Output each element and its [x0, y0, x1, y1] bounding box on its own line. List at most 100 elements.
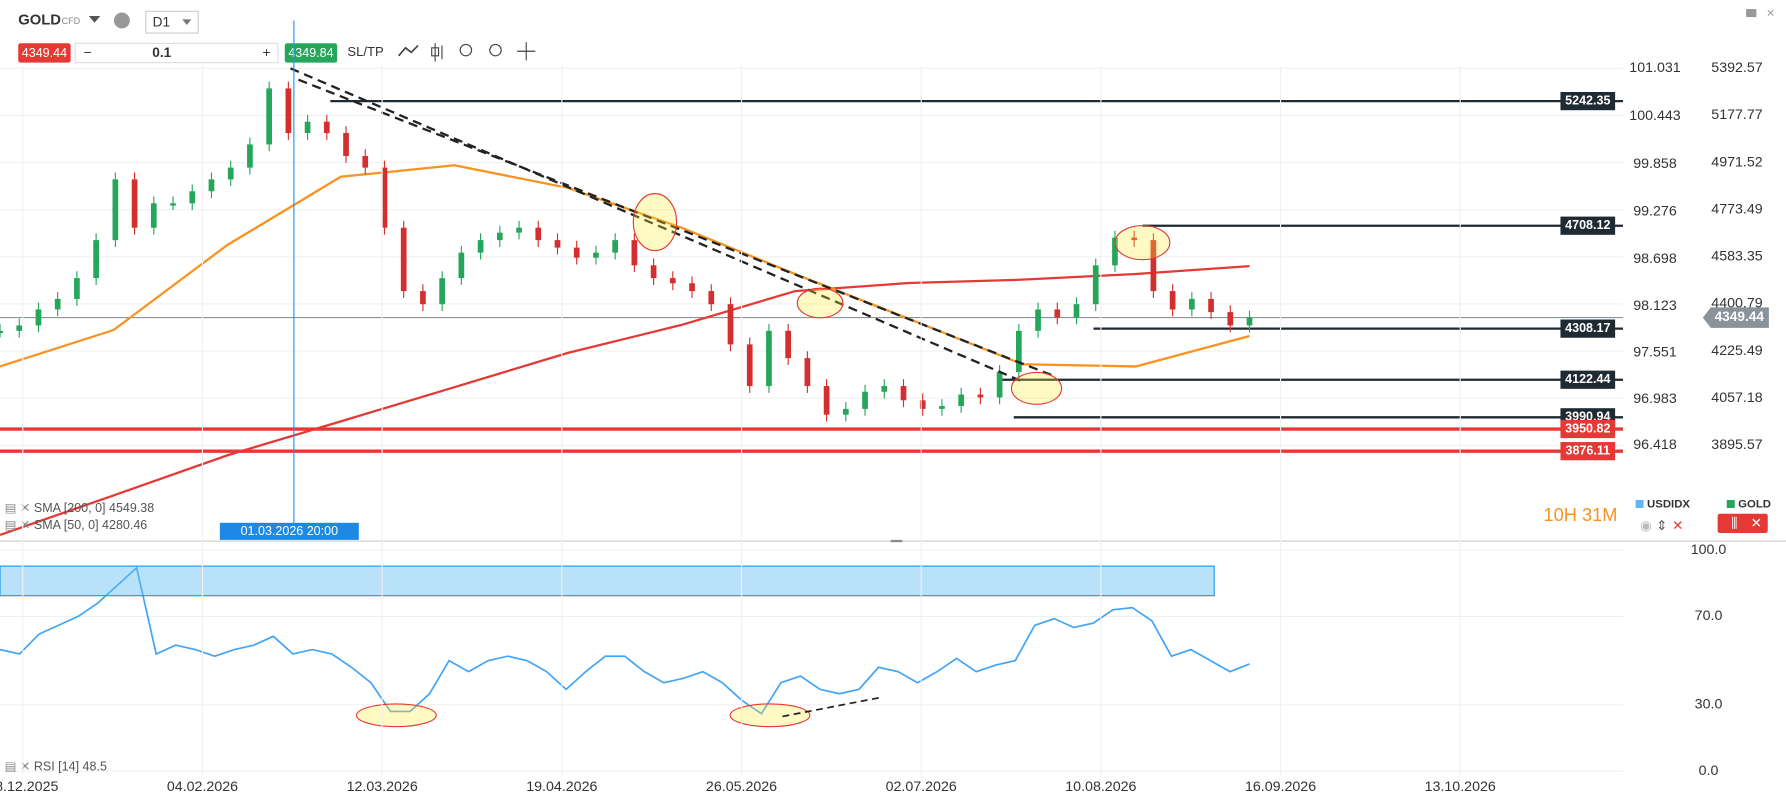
candle: [112, 179, 119, 241]
legend-gold[interactable]: GOLD: [1738, 499, 1771, 511]
line-tool[interactable]: [398, 44, 419, 57]
symbol-dropdown[interactable]: [88, 15, 101, 23]
candle: [919, 400, 926, 409]
usdidx-tick-label: 99.276: [1633, 204, 1677, 220]
candle: [554, 240, 561, 248]
series-remove[interactable]: ✕: [1751, 516, 1762, 531]
date-label: 02.07.2026: [886, 779, 957, 795]
candle: [0, 330, 3, 334]
usdidx-tick-label: 98.698: [1633, 251, 1677, 267]
candle: [189, 191, 196, 204]
symbol[interactable]: GOLD: [18, 12, 61, 28]
candle: [1227, 312, 1234, 326]
candle: [1073, 304, 1080, 318]
candle: [208, 179, 215, 192]
usdidx-tick-label: 101.031: [1629, 60, 1680, 76]
gold-tick-label: 4971.52: [1711, 154, 1762, 170]
level-label: 4708.12: [1565, 218, 1610, 232]
candle: [1246, 317, 1253, 326]
window-minimize[interactable]: [1746, 9, 1757, 18]
interval-select[interactable]: [145, 10, 199, 34]
rsi-pane: [0, 549, 1624, 772]
sma50-legend: ▤ ✕ SMA [50, 0] 4280.46: [5, 519, 148, 533]
candle: [439, 278, 445, 305]
date-label: 28.12.2025: [0, 779, 58, 795]
divergence-line: [782, 696, 883, 718]
candle: [343, 133, 349, 156]
rsi-legend: ▤ ✕ RSI [14] 48.5: [5, 760, 107, 774]
candle: [881, 386, 888, 392]
candle: [131, 179, 138, 228]
candle: [420, 291, 426, 305]
rsi-tick-label: 0.0: [1699, 763, 1719, 779]
candle: [727, 304, 734, 345]
candle: [766, 330, 772, 387]
level-label: 3876.11: [1566, 443, 1611, 457]
plus[interactable]: +: [263, 45, 271, 60]
candle: [708, 291, 715, 305]
gold-swatch: [1726, 500, 1735, 508]
usdidx-tick-label: 99.858: [1633, 156, 1677, 172]
sma50-line: [0, 164, 1250, 368]
level-tag: [1560, 370, 1616, 389]
level-tag: [1560, 419, 1616, 439]
candle: [381, 167, 388, 228]
gold-tick-label: 5177.77: [1711, 107, 1762, 123]
candle: [16, 325, 23, 331]
candle: [362, 155, 369, 168]
highlight: [796, 287, 844, 319]
candle: [1150, 240, 1157, 292]
candle: [939, 406, 945, 409]
candle: [516, 227, 522, 233]
candle: [35, 309, 42, 326]
candle: [1169, 291, 1176, 310]
candle: [900, 386, 907, 401]
rsi-tick-label: 100.0: [1691, 542, 1727, 558]
crosshair-date-box: [219, 522, 359, 540]
candle-tool[interactable]: [431, 43, 443, 62]
candle: [266, 88, 272, 145]
candle: [612, 240, 618, 253]
sma200-legend: ▤ ✕ SMA [200, 0] 4549.38: [5, 501, 155, 515]
highlight: [1010, 371, 1063, 405]
rsi-line: [0, 566, 1250, 715]
candle: [631, 240, 638, 266]
sma200-line: [0, 264, 1250, 536]
remove-icon[interactable]: ✕: [1672, 518, 1683, 533]
candle: [1035, 309, 1041, 331]
candle: [746, 344, 753, 387]
candle: [669, 278, 676, 284]
move-icon[interactable]: ⇕: [1656, 518, 1667, 533]
visibility-icon[interactable]: ◉: [1640, 518, 1652, 533]
candle: [74, 278, 80, 299]
candle: [285, 88, 292, 134]
gold-tick-label: 4583.35: [1711, 249, 1762, 265]
zoom-in[interactable]: [489, 43, 502, 57]
window-close[interactable]: ×: [1767, 5, 1775, 20]
buy-button[interactable]: [284, 43, 338, 63]
level-tag: [1560, 319, 1616, 338]
sell-button[interactable]: [18, 43, 71, 63]
pan-tool[interactable]: [517, 42, 536, 61]
level-label: 5242.35: [1565, 93, 1610, 107]
minus[interactable]: −: [84, 45, 92, 60]
candle: [785, 330, 792, 359]
sltp[interactable]: SL/TP: [347, 44, 384, 59]
level-label: 3950.82: [1565, 421, 1610, 435]
quantity[interactable]: 0.1: [152, 45, 171, 60]
gold-series-controls[interactable]: [1717, 513, 1768, 534]
gold-tick-label: 3895.57: [1711, 437, 1762, 453]
current-price-tag: [1702, 307, 1769, 328]
candle: [958, 394, 965, 407]
highlight: [729, 703, 811, 728]
usdidx-tick-label: 98.123: [1633, 298, 1677, 314]
zoom-out[interactable]: [459, 43, 473, 57]
legend-usdidx[interactable]: USDIDX: [1647, 499, 1690, 511]
series-type[interactable]: ⫼: [1731, 516, 1737, 531]
info-icon[interactable]: [113, 12, 130, 29]
quantity-box[interactable]: [74, 42, 279, 64]
candle: [862, 391, 868, 409]
candle: [1092, 265, 1099, 305]
